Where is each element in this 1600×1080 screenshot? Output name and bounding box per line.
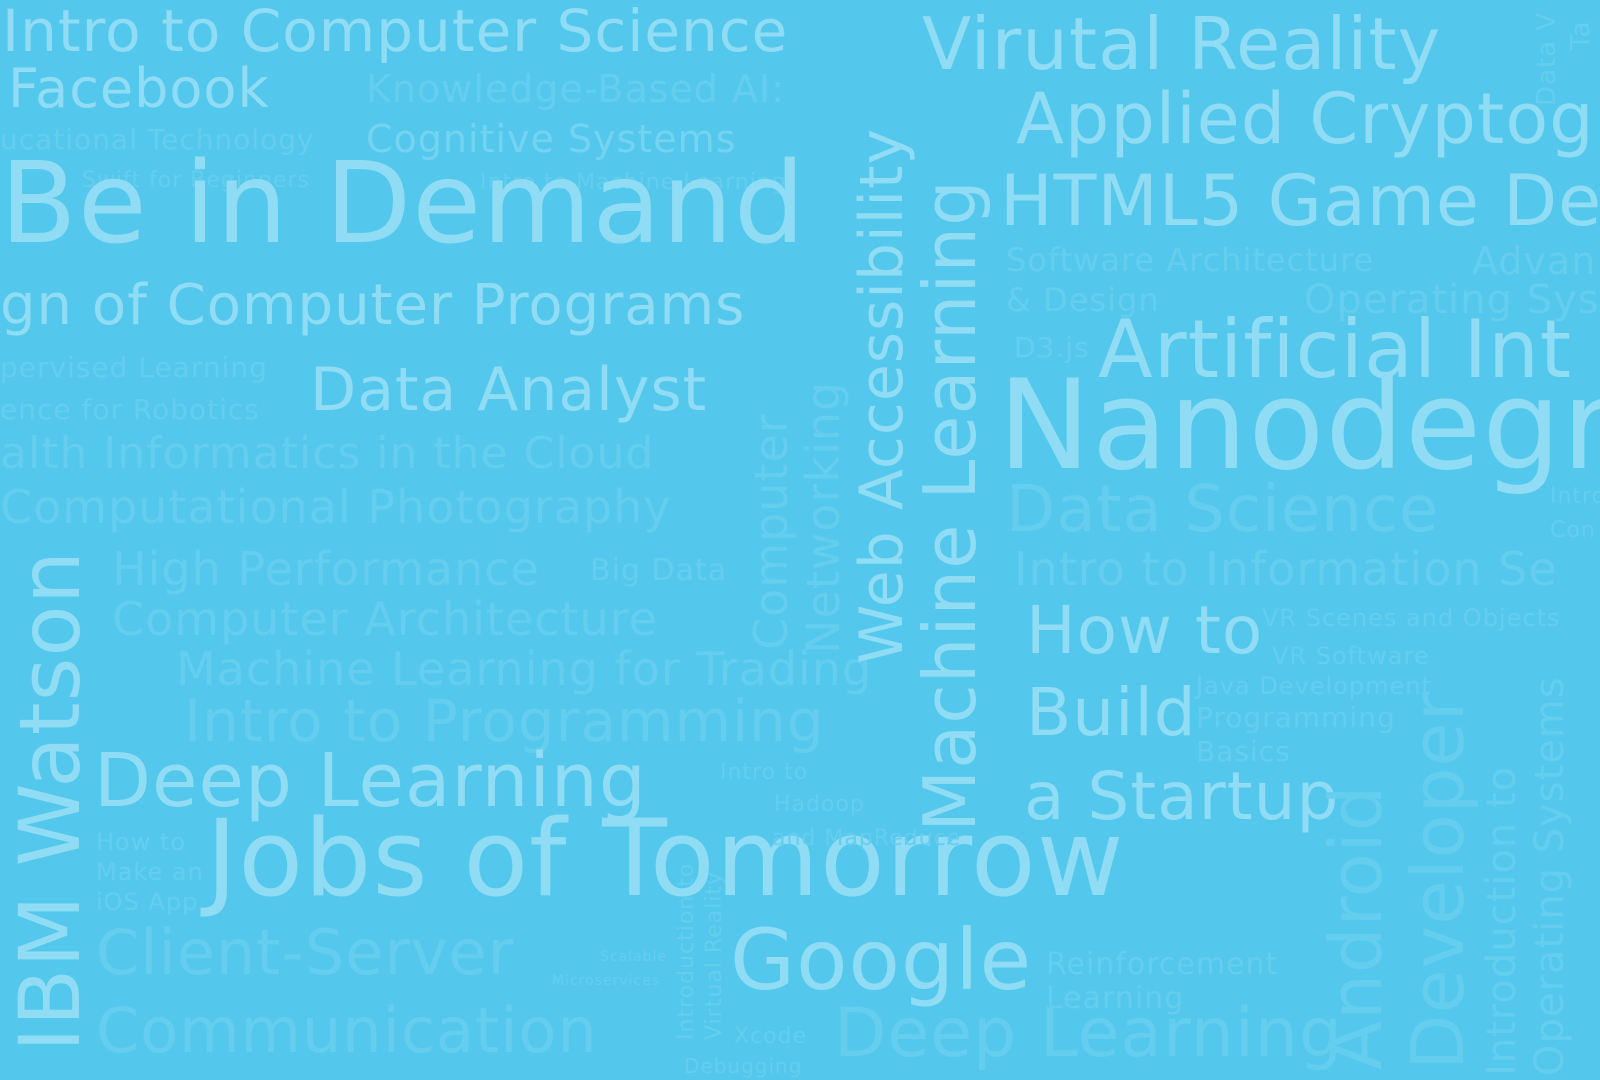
word-communication: Communication: [96, 994, 598, 1067]
word-developer: Developer: [1396, 690, 1480, 1070]
word-machine-learning-for-trading: Machine Learning for Trading: [176, 642, 873, 696]
word-debugging: Debugging: [684, 1054, 803, 1078]
word-applied-cryptography: Applied Cryptogr: [1016, 78, 1600, 160]
word-ios-app: iOS App: [96, 888, 199, 916]
word-html5-game-development: HTML5 Game De: [1000, 160, 1600, 242]
word-make-an: Make an: [96, 858, 204, 886]
word-a-startup: a Startup: [1024, 758, 1340, 835]
word-operating-systems-vertical: Operating Systems: [1527, 676, 1573, 1076]
word-jobs-of-tomorrow: Jobs of Tomorrow: [206, 797, 1125, 920]
word-vr-software: VR Software: [1272, 642, 1430, 670]
word-basics: Basics: [1196, 735, 1291, 768]
word-computer-architecture: Computer Architecture: [112, 592, 658, 646]
word-d3js: D3.js: [1014, 331, 1090, 364]
word-facebook: Facebook: [8, 57, 270, 120]
word-computational-photography: Computational Photography: [0, 480, 672, 534]
word-hadoop: Hadoop: [774, 792, 865, 817]
word-intro-to-programming: Intro to Programming: [184, 687, 825, 755]
word-science-for-robotics: ence for Robotics: [0, 393, 260, 426]
word-educational-technology: ucational Technology: [0, 123, 315, 156]
word-computer: Computer: [744, 413, 798, 650]
word-ibm-watson: IBM Watson: [1, 549, 99, 1052]
word-vr-scenes-and-objects: VR Scenes and Objects: [1262, 604, 1561, 632]
word-android: Android: [1314, 784, 1398, 1070]
word-intro-edge: Intro: [1550, 484, 1600, 509]
word-data-science: Data Science: [1006, 473, 1440, 547]
word-supervised-learning: pervised Learning: [0, 351, 268, 384]
word-con-edge: Con: [1550, 518, 1596, 543]
word-microservices: Microservices: [552, 973, 661, 989]
word-google: Google: [730, 911, 1033, 1009]
word-intro-to-information-security: Intro to Information Se: [1014, 542, 1558, 596]
word-scalable: Scalable: [600, 949, 668, 965]
word-introduction-to-os: Introduction to: [1479, 765, 1525, 1076]
word-reinforcement: Reinforcement: [1046, 947, 1279, 982]
word-intro-to-computer-science: Intro to Computer Science: [2, 0, 789, 65]
word-introduction-to-vr: Introduction to: [674, 862, 699, 1040]
word-programming: Programming: [1196, 701, 1396, 734]
word-virtual-reality-vertical: Virtual Reality: [702, 870, 727, 1040]
word-networking: Networking: [796, 380, 850, 654]
word-how-to: How to: [96, 828, 187, 856]
word-operating-systems-top: Operating Syst: [1304, 277, 1600, 323]
word-learning: Learning: [1046, 981, 1185, 1016]
word-deep-learning-bottom: Deep Learning: [834, 994, 1344, 1073]
word-virutal-reality: Virutal Reality: [922, 2, 1442, 86]
word-client-server: Client-Server: [96, 916, 515, 989]
word-advanced: Advan: [1472, 239, 1597, 283]
word-java-development: Java Development: [1196, 672, 1432, 700]
word-swift-for-beginners: Swift for Beginners: [82, 168, 310, 193]
word-nanodegree: Nanodegr: [998, 354, 1600, 498]
word-data-v: Data V: [1532, 11, 1562, 106]
word-ta: Ta: [1566, 20, 1596, 50]
word-cognitive-systems: Cognitive Systems: [366, 117, 737, 161]
word-web-accessibility: Web Accessibility: [847, 127, 917, 664]
word-design-of-computer-programs: gn of Computer Programs: [0, 273, 746, 338]
word-high-performance: High Performance: [112, 542, 540, 596]
word-and-mapreduce: and MapReduce: [772, 826, 962, 851]
word-health-informatics-in-the-cloud: alth Informatics in the Cloud: [0, 428, 655, 479]
word-be-in-demand: Be in Demand: [0, 139, 807, 269]
word-how-to-build: How to: [1026, 592, 1264, 669]
word-machine-learning-vertical: Machine Learning: [908, 179, 992, 832]
word-deep-learning: Deep Learning: [94, 738, 647, 824]
word-data-analyst: Data Analyst: [310, 355, 708, 425]
word-intro-to: Intro to: [720, 760, 809, 785]
word-xcode: Xcode: [734, 1024, 808, 1049]
word-software-architecture: Software Architecture: [1006, 241, 1375, 279]
word-artificial-intelligence: Artificial Int: [1098, 303, 1573, 396]
word-big-data: Big Data: [590, 553, 728, 588]
word-and-design: & Design: [1006, 281, 1160, 319]
word-intro-to-machine-learning: Intro to Machine Learning: [480, 170, 787, 195]
word-build: Build: [1026, 674, 1197, 751]
word-knowledge-based-ai: Knowledge-Based AI:: [366, 67, 785, 111]
